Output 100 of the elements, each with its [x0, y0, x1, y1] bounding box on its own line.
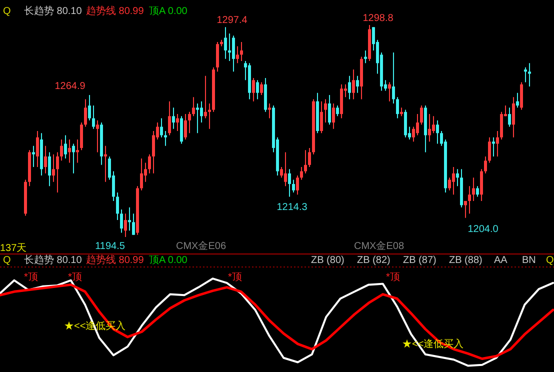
candlestick	[284, 152, 287, 187]
text: Q	[3, 255, 11, 266]
candlestick	[296, 175, 299, 196]
candlestick	[348, 75, 351, 100]
candlestick	[72, 143, 75, 174]
candlestick	[236, 46, 239, 64]
candlestick	[96, 120, 99, 153]
candlestick	[188, 111, 191, 134]
annotation: 1264.9	[54, 81, 86, 92]
candlestick	[80, 122, 83, 151]
candlestick	[320, 100, 323, 134]
candlestick	[292, 179, 295, 193]
candlestick	[164, 130, 167, 146]
candlestick	[76, 138, 79, 164]
candlestick	[324, 98, 327, 124]
text: 137天	[0, 243, 27, 254]
candlestick	[268, 102, 271, 119]
candlestick	[428, 114, 431, 142]
candlestick	[452, 166, 455, 196]
candlestick	[524, 66, 527, 83]
candlestick	[48, 152, 51, 187]
candlestick	[352, 69, 355, 100]
annotation: 1214.3	[276, 202, 308, 213]
text: AA	[494, 255, 508, 266]
candlestick	[200, 100, 203, 124]
candlestick	[120, 208, 123, 234]
candlestick	[172, 107, 175, 130]
candlestick	[456, 168, 459, 187]
candlestick	[56, 152, 59, 193]
candlestick	[492, 136, 495, 157]
candlestick	[196, 102, 199, 134]
candlestick	[528, 62, 531, 87]
candlestick	[260, 82, 263, 96]
candlestick	[60, 138, 63, 162]
candlestick	[364, 50, 367, 64]
candlestick	[124, 213, 127, 238]
candlestick	[232, 35, 235, 72]
candlestick	[228, 32, 231, 62]
text: 顶A 0.00	[149, 255, 188, 266]
candlestick	[388, 82, 391, 102]
text: CMX金E06	[176, 240, 226, 252]
candlestick	[448, 177, 451, 191]
candlestick	[208, 102, 211, 130]
candlestick	[32, 145, 35, 168]
text: BN	[522, 255, 536, 266]
candlestick	[304, 150, 307, 174]
candlestick	[464, 200, 467, 218]
annotation: *顶	[24, 272, 38, 283]
text: Q	[3, 6, 11, 17]
text: 长趋势 80.10	[24, 254, 82, 266]
candlestick	[132, 213, 135, 236]
candlestick	[64, 134, 67, 160]
candlestick	[128, 206, 131, 232]
candlestick	[168, 100, 171, 136]
candlestick	[44, 145, 47, 174]
candlestick	[160, 118, 163, 138]
candlestick	[204, 75, 207, 119]
candlestick	[148, 154, 151, 174]
candlestick	[416, 114, 419, 136]
candlestick	[328, 94, 331, 126]
candlestick	[392, 52, 395, 104]
text: ZB (82)	[357, 255, 390, 266]
candlestick	[216, 41, 219, 72]
text: 1194.5	[95, 241, 126, 252]
candlestick	[308, 147, 311, 168]
candlestick	[332, 102, 335, 130]
candlestick	[192, 96, 195, 117]
candlestick	[512, 96, 515, 138]
candlestick	[180, 116, 183, 144]
candlestick	[92, 105, 95, 130]
candlestick	[496, 130, 499, 157]
candlestick	[300, 166, 303, 180]
candlestick	[336, 105, 339, 117]
annotation: 1204.0	[468, 224, 499, 235]
candlestick	[420, 105, 423, 126]
candlestick	[436, 120, 439, 144]
candlestick	[116, 192, 119, 221]
candlestick	[88, 94, 91, 121]
candlestick	[184, 114, 187, 140]
candlestick	[500, 111, 503, 140]
candlestick	[176, 114, 179, 132]
candlestick	[404, 109, 407, 138]
candlestick	[472, 177, 475, 202]
candlestick	[484, 156, 487, 174]
candlestick	[520, 82, 523, 110]
annotation: *顶	[68, 272, 82, 283]
candlestick	[252, 78, 255, 102]
candlestick	[152, 130, 155, 174]
text: ZB (88)	[449, 255, 482, 266]
candlestick	[36, 130, 39, 168]
candlestick	[256, 80, 259, 100]
candlestick	[412, 126, 415, 142]
candlestick	[68, 138, 71, 164]
candlestick	[84, 98, 87, 128]
candlestick	[288, 168, 291, 198]
candlestick	[240, 41, 243, 62]
text: 顶A 0.00	[149, 6, 188, 17]
candlestick	[476, 186, 479, 198]
annotation: 1297.4	[216, 15, 248, 26]
text: Q	[546, 255, 554, 266]
